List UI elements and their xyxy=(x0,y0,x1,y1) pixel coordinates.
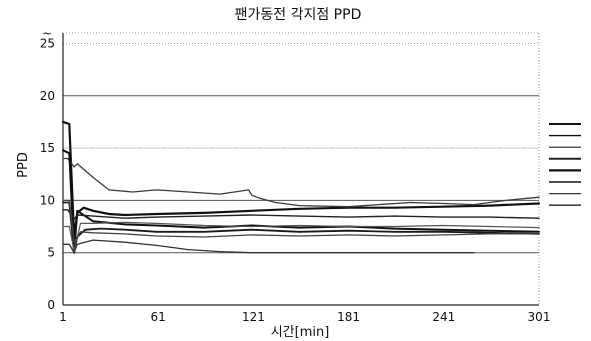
x-tick-label-121: 121 xyxy=(242,310,265,324)
axes xyxy=(62,32,540,306)
x-tick-label-61: 61 xyxy=(151,310,166,324)
x-tick-label-241: 241 xyxy=(432,310,455,324)
series-group xyxy=(61,120,541,254)
y-axis-label: PPD xyxy=(16,152,31,178)
series-line-7 xyxy=(62,209,540,220)
y-tick-label-5: 5 xyxy=(47,246,55,260)
series-line-5 xyxy=(62,221,540,252)
series-line-3 xyxy=(62,149,540,254)
y-tick-label-25: 25 xyxy=(40,36,55,50)
x-tick-label-1: 1 xyxy=(59,310,67,324)
x-tick-label-181: 181 xyxy=(337,310,360,324)
legend xyxy=(549,123,581,206)
grid xyxy=(63,42,539,254)
y-tick-label-15: 15 xyxy=(40,141,55,155)
tick-labels: 0 5 10 15 20 25 1 61 121 181 241 301 ~ xyxy=(40,26,551,324)
series-line-2 xyxy=(62,157,540,208)
series-line-1 xyxy=(61,120,541,239)
x-tick-label-301: 301 xyxy=(528,310,551,324)
chart-title: 팬가동전 각지점 PPD xyxy=(235,7,362,23)
y-tick-label-10: 10 xyxy=(40,193,55,207)
y-tick-label-0: 0 xyxy=(47,298,55,312)
series-line-8 xyxy=(62,199,540,243)
y-tick-label-20: 20 xyxy=(40,89,55,103)
y-axis-break-mark: ~ xyxy=(42,26,52,40)
series-line-6 xyxy=(62,239,475,254)
x-axis-label: 시간[min] xyxy=(271,325,330,340)
